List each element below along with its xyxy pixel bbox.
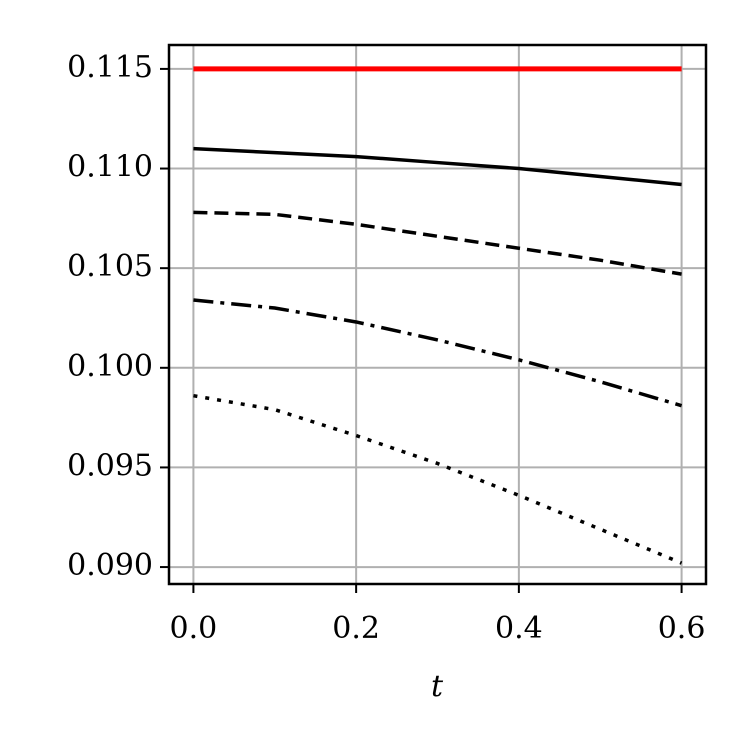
plot-frame (167, 43, 708, 586)
y-tick-label: 0.105 (67, 249, 153, 284)
series-line (193, 210, 682, 276)
y-tick-label: 0.090 (67, 548, 153, 583)
series-line (193, 298, 683, 408)
y-tick-label: 0.115 (67, 50, 153, 85)
y-tick-label: 0.110 (67, 150, 153, 185)
y-tick-label: 0.095 (67, 448, 153, 483)
x-tick-label: 0.2 (332, 611, 380, 646)
x-tick-label: 0.0 (170, 611, 218, 646)
y-tick-label: 0.100 (67, 349, 153, 384)
x-tick-label: 0.4 (495, 611, 543, 646)
series-line (193, 393, 683, 565)
x-axis-label: t (431, 669, 444, 704)
series-line (193, 146, 682, 187)
x-tick-label: 0.6 (658, 611, 706, 646)
